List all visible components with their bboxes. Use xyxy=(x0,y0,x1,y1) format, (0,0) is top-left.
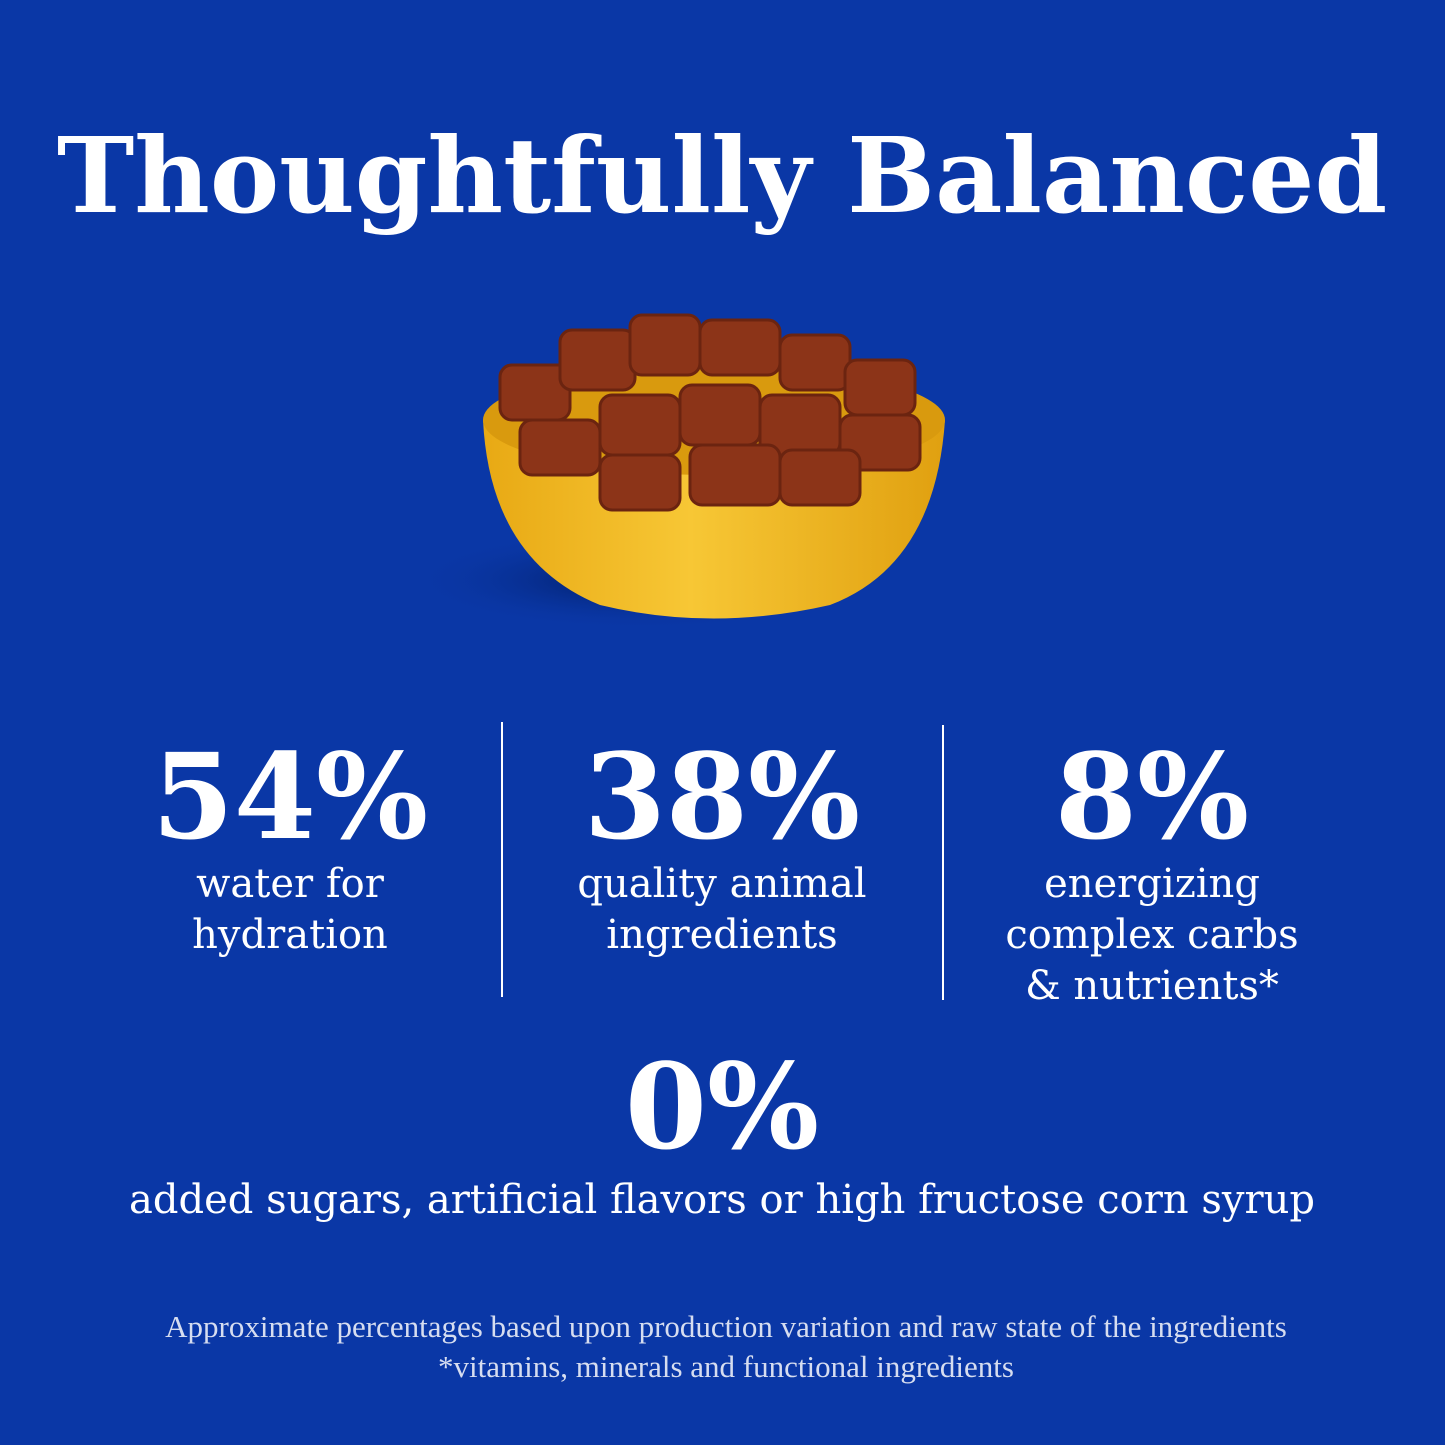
stat-label: energizing xyxy=(1044,861,1260,907)
title: Thoughtfully Balanced xyxy=(57,114,1387,237)
stat-value: 38% xyxy=(584,727,860,866)
highlight-text: added sugars, artificial flavors or high… xyxy=(129,1177,1315,1223)
stat-value: 54% xyxy=(152,727,428,866)
footnote: Approximate percentages based upon produ… xyxy=(165,1309,1287,1344)
stat-label: hydration xyxy=(192,912,388,958)
stat-label: quality animal xyxy=(577,861,866,907)
highlight-value: 0% xyxy=(625,1037,819,1176)
stat-label: complex carbs xyxy=(1005,912,1298,958)
stat-label: ingredients xyxy=(606,912,837,958)
bowl-image xyxy=(410,313,945,630)
stat-label: & nutrients* xyxy=(1025,963,1279,1009)
footnote: *vitamins, minerals and functional ingre… xyxy=(438,1349,1014,1384)
stats: 54%water for hydration 38%quality animal in… xyxy=(152,727,1299,1009)
stat-value: 8% xyxy=(1055,727,1249,866)
stat-label: water for xyxy=(196,861,385,907)
